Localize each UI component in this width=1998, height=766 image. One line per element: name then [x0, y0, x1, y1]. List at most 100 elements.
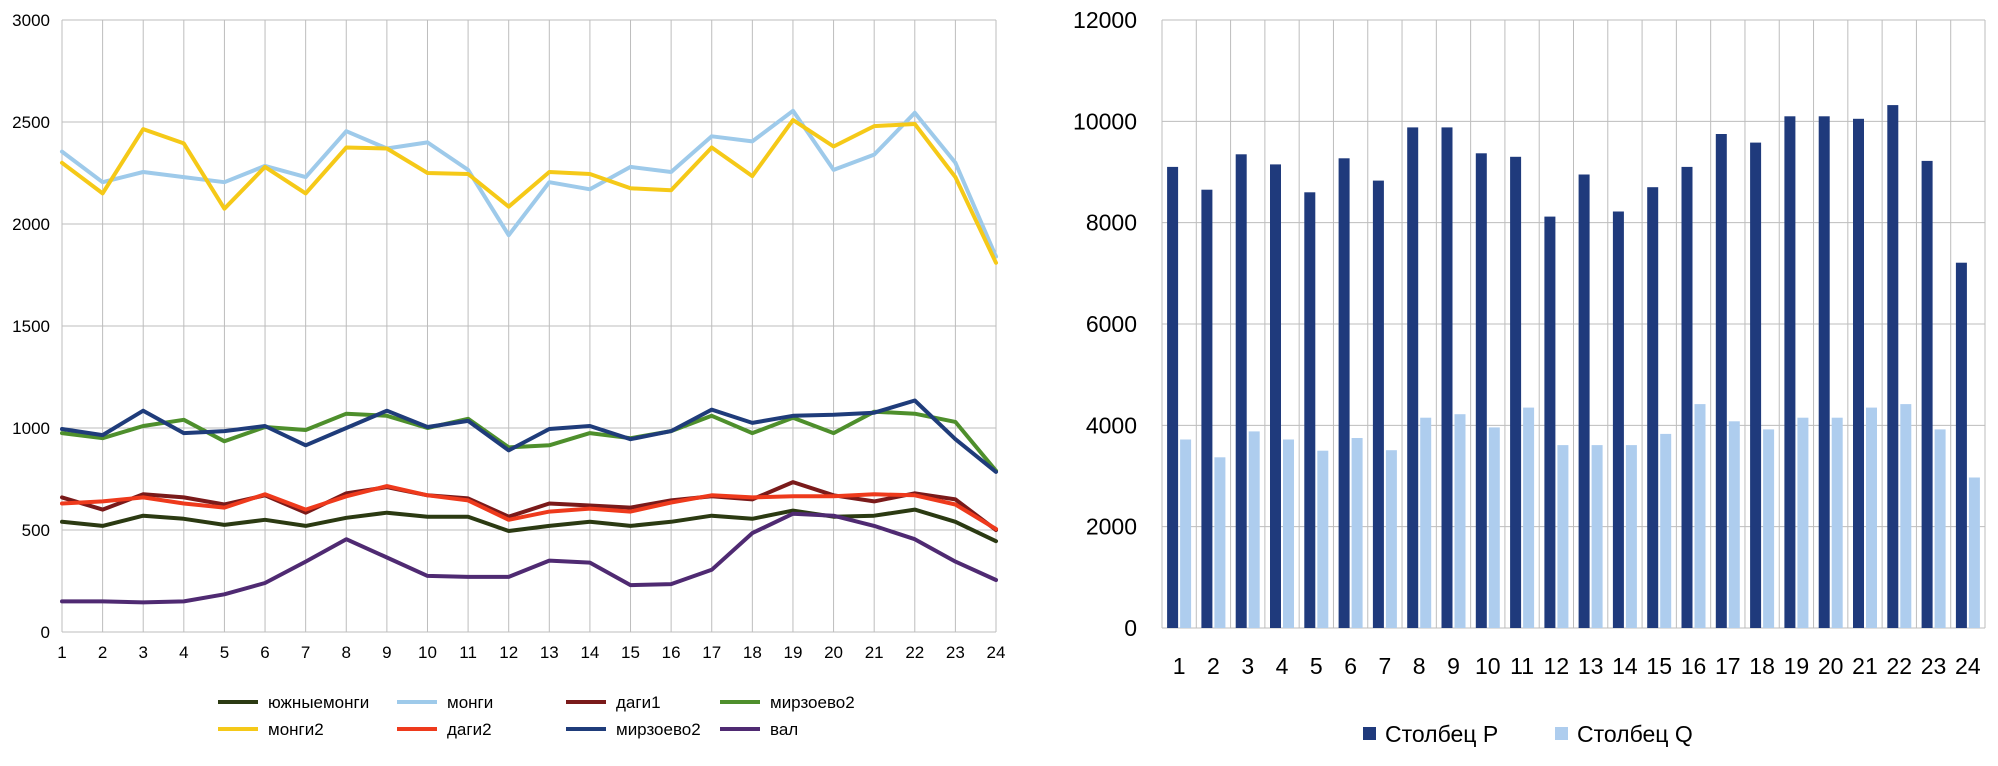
bar	[1866, 407, 1877, 628]
x-tick-label: 11	[459, 643, 477, 662]
bar	[1317, 450, 1329, 628]
y-tick-label: 0	[41, 623, 50, 642]
line-chart: 0 500 1000 1500 2000 2500 3000 1 2 3 4 5 6 7 8 9 10 11 12 1…	[12, 11, 1005, 739]
legend-label: мирзоево2	[770, 693, 855, 712]
bar	[1488, 427, 1500, 628]
y-tick-label: 3000	[12, 11, 50, 30]
bar	[1715, 134, 1727, 628]
legend-label: вал	[770, 720, 798, 739]
bar	[1934, 429, 1946, 628]
legend-label: южныемонги	[268, 693, 369, 712]
bar	[1900, 404, 1912, 628]
bar	[1475, 153, 1487, 629]
x-tick-label: 7	[301, 643, 310, 662]
bar	[1831, 417, 1843, 628]
legend-item: вал	[720, 720, 798, 739]
y-tick-label: 6000	[1086, 311, 1137, 337]
x-tick-label: 20	[1818, 653, 1844, 679]
x-tick-label: 22	[905, 643, 924, 662]
legend-item: даги1	[566, 693, 661, 712]
legend-label: монги2	[268, 720, 324, 739]
bar	[1304, 192, 1316, 629]
bar	[1201, 189, 1213, 628]
x-tick-label: 5	[220, 643, 229, 662]
x-tick-label: 15	[621, 643, 640, 662]
legend-label: Столбец P	[1385, 721, 1498, 747]
bar	[1578, 174, 1590, 628]
bar	[1660, 433, 1672, 628]
x-tick-label: 8	[1413, 653, 1426, 679]
y-tick-label: 2500	[12, 113, 50, 132]
y-tick-label: 2000	[12, 215, 50, 234]
x-tick-label: 21	[865, 643, 884, 662]
bar	[1625, 445, 1637, 628]
x-tick-label: 1	[57, 643, 66, 662]
bar	[1955, 262, 1967, 628]
bar	[1544, 216, 1556, 628]
bar	[1968, 477, 1980, 628]
x-tick-label: 13	[540, 643, 559, 662]
bar	[1420, 417, 1432, 628]
bar	[1557, 445, 1569, 628]
bar	[1167, 166, 1179, 628]
bar	[1407, 127, 1419, 629]
bar	[1441, 127, 1453, 629]
bar	[1853, 118, 1864, 629]
x-tick-label: 14	[580, 643, 599, 662]
bar	[1523, 407, 1535, 628]
y-tick-label: 4000	[1086, 412, 1137, 438]
legend-item: даги2	[397, 720, 492, 739]
bar	[1283, 439, 1294, 628]
legend-item: южныемонги	[218, 693, 369, 712]
x-tick-label: 6	[1344, 653, 1357, 679]
series-line	[60, 398, 998, 474]
bar	[1180, 439, 1192, 628]
bar	[1510, 156, 1522, 629]
bar	[1235, 154, 1247, 629]
x-tick-label: 16	[662, 643, 681, 662]
x-tick-label: 3	[138, 643, 147, 662]
x-tick-label: 19	[1784, 653, 1810, 679]
bar	[1248, 431, 1260, 628]
bar	[1694, 404, 1706, 628]
legend-label: даги1	[616, 693, 661, 712]
x-tick-label: 12	[499, 643, 518, 662]
bar	[1797, 417, 1809, 628]
x-tick-label: 4	[1276, 653, 1289, 679]
legend-item: мирзоево2	[720, 693, 855, 712]
bar	[1818, 116, 1830, 629]
bar	[1270, 164, 1281, 628]
y-tick-label: 1500	[12, 317, 50, 336]
bar	[1385, 450, 1397, 628]
x-tick-label: 22	[1886, 653, 1912, 679]
bar	[1921, 160, 1933, 628]
bar	[1454, 414, 1466, 628]
legend-label: Столбец Q	[1577, 721, 1693, 747]
x-tick-label: 5	[1310, 653, 1323, 679]
bar	[1351, 438, 1363, 628]
bar	[1372, 180, 1384, 628]
series-line	[60, 118, 998, 265]
x-tick-label: 14	[1612, 653, 1638, 679]
x-tick-label: 11	[1510, 653, 1534, 679]
y-tick-label: 1000	[12, 419, 50, 438]
x-tick-label: 6	[260, 643, 269, 662]
x-tick-label: 23	[946, 643, 965, 662]
x-tick-label: 2	[98, 643, 107, 662]
x-tick-label: 21	[1852, 653, 1878, 679]
bar	[1763, 429, 1775, 628]
x-tick-label: 23	[1921, 653, 1947, 679]
bar	[1591, 445, 1603, 628]
x-tick-label: 9	[1447, 653, 1460, 679]
x-tick-label: 19	[783, 643, 802, 662]
bar	[1750, 142, 1762, 628]
legend-swatch	[1555, 727, 1568, 740]
legend-item: монги2	[218, 720, 324, 739]
x-tick-label: 15	[1646, 653, 1672, 679]
x-tick-label: 9	[382, 643, 391, 662]
series-line	[60, 409, 998, 473]
x-tick-label: 20	[824, 643, 843, 662]
x-tick-label: 7	[1378, 653, 1391, 679]
legend-label: монги	[447, 693, 493, 712]
